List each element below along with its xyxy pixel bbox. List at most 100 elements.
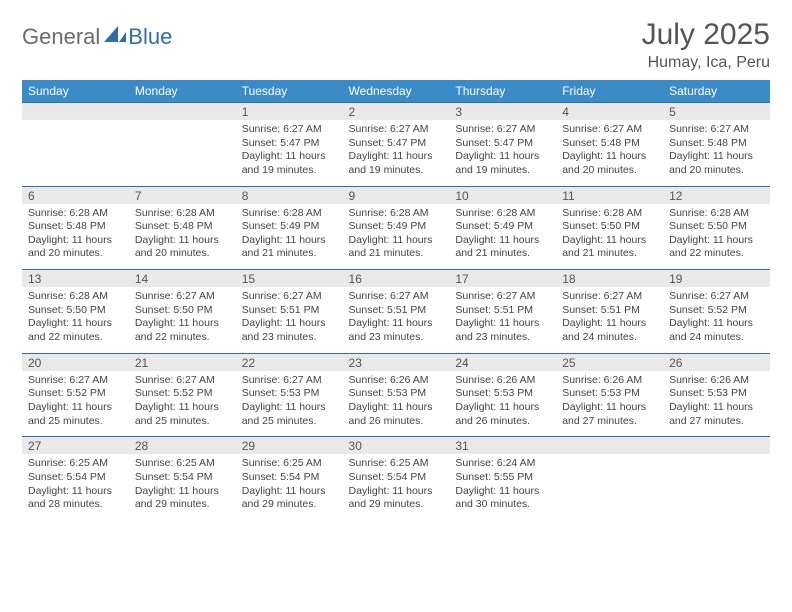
daylight-text: Daylight: 11 hours and 24 minutes. xyxy=(562,317,646,343)
dayname-tuesday: Tuesday xyxy=(236,80,343,103)
day-number: 27 xyxy=(22,437,129,455)
sunrise-text: Sunrise: 6:25 AM xyxy=(28,457,108,469)
sunrise-text: Sunrise: 6:27 AM xyxy=(669,290,749,302)
sunset-text: Sunset: 5:48 PM xyxy=(669,137,747,149)
week-num-row: 13141516171819 xyxy=(22,270,770,288)
sunset-text: Sunset: 5:53 PM xyxy=(669,387,747,399)
sunrise-text: Sunrise: 6:27 AM xyxy=(669,123,749,135)
daylight-text: Daylight: 11 hours and 19 minutes. xyxy=(242,150,326,176)
sunrise-text: Sunrise: 6:25 AM xyxy=(349,457,429,469)
daylight-text: Daylight: 11 hours and 22 minutes. xyxy=(669,234,753,260)
sunrise-text: Sunrise: 6:27 AM xyxy=(455,290,535,302)
day-number: 20 xyxy=(22,353,129,371)
sunset-text: Sunset: 5:47 PM xyxy=(349,137,427,149)
sunrise-text: Sunrise: 6:27 AM xyxy=(28,374,108,386)
daylight-text: Daylight: 11 hours and 24 minutes. xyxy=(669,317,753,343)
daylight-text: Daylight: 11 hours and 19 minutes. xyxy=(455,150,539,176)
day-number: 11 xyxy=(556,186,663,204)
sunset-text: Sunset: 5:49 PM xyxy=(242,220,320,232)
day-cell: Sunrise: 6:25 AM Sunset: 5:54 PM Daylight:… xyxy=(129,454,236,520)
sunrise-text: Sunrise: 6:27 AM xyxy=(562,123,642,135)
dayname-monday: Monday xyxy=(129,80,236,103)
sunrise-text: Sunrise: 6:28 AM xyxy=(242,207,322,219)
day-number: 29 xyxy=(236,437,343,455)
sunrise-text: Sunrise: 6:27 AM xyxy=(349,290,429,302)
daylight-text: Daylight: 11 hours and 27 minutes. xyxy=(669,401,753,427)
sunset-text: Sunset: 5:53 PM xyxy=(349,387,427,399)
day-cell: Sunrise: 6:26 AMSunset: 5:53 PM Daylight:… xyxy=(343,371,450,437)
sunrise-text: Sunrise: 6:27 AM xyxy=(349,123,429,135)
title-block: July 2025 Humay, Ica, Peru xyxy=(642,18,770,72)
dayname-wednesday: Wednesday xyxy=(343,80,450,103)
day-cell: Sunrise: 6:27 AMSunset: 5:52 PMDaylight:… xyxy=(22,371,129,437)
sunrise-text: Sunrise: 6:26 AM xyxy=(455,374,535,386)
logo-sail-icon xyxy=(104,24,126,50)
day-cell: Sunrise: 6:25 AM Sunset: 5:54 PM Daylight:… xyxy=(22,454,129,520)
daylight-text: Daylight: 11 hours and 28 minutes. xyxy=(28,485,112,511)
sunset-text: Sunset: 5:55 PM xyxy=(455,471,533,483)
daylight-text: Daylight: 11 hours and 29 minutes. xyxy=(242,485,326,511)
sunset-text: Sunset: 5:49 PM xyxy=(349,220,427,232)
sunrise-text: Sunrise: 6:27 AM xyxy=(455,123,535,135)
sunrise-text: Sunrise: 6:26 AM xyxy=(349,374,429,386)
day-number: 26 xyxy=(663,353,770,371)
week-body-row: Sunrise: 6:27 AMSunset: 5:52 PMDaylight:… xyxy=(22,371,770,437)
dayname-row: SundayMondayTuesdayWednesdayThursdayFrid… xyxy=(22,80,770,103)
day-number: 16 xyxy=(343,270,450,288)
day-cell: Sunrise: 6:27 AMSunset: 5:51 PMDaylight:… xyxy=(343,287,450,353)
sunrise-text: Sunrise: 6:25 AM xyxy=(135,457,215,469)
day-cell: Sunrise: 6:28 AMSunset: 5:50 PMDaylight:… xyxy=(22,287,129,353)
daylight-text: Daylight: 11 hours and 19 minutes. xyxy=(349,150,433,176)
daylight-text: Daylight: 11 hours and 21 minutes. xyxy=(349,234,433,260)
sunset-text: Sunset: 5:54 PM xyxy=(28,471,106,483)
day-number: 10 xyxy=(449,186,556,204)
page-title: July 2025 xyxy=(642,18,770,52)
day-number: 1 xyxy=(236,103,343,121)
day-cell: Sunrise: 6:26 AMSunset: 5:53 PMDaylight:… xyxy=(663,371,770,437)
day-cell: Sunrise: 6:27 AMSunset: 5:47 PMDaylight:… xyxy=(236,120,343,186)
location-subtitle: Humay, Ica, Peru xyxy=(642,54,770,72)
sunset-text: Sunset: 5:51 PM xyxy=(242,304,320,316)
sunrise-text: Sunrise: 6:28 AM xyxy=(562,207,642,219)
week-body-row: Sunrise: 6:25 AM Sunset: 5:54 PM Daylight:… xyxy=(22,454,770,520)
day-number: 14 xyxy=(129,270,236,288)
sunrise-text: Sunrise: 6:28 AM xyxy=(135,207,215,219)
day-cell: Sunrise: 6:28 AMSunset: 5:50 PMDaylight:… xyxy=(556,204,663,270)
sunset-text: Sunset: 5:53 PM xyxy=(242,387,320,399)
day-cell xyxy=(22,120,129,186)
sunrise-text: Sunrise: 6:27 AM xyxy=(135,290,215,302)
day-number: 17 xyxy=(449,270,556,288)
sunset-text: Sunset: 5:54 PM xyxy=(349,471,427,483)
day-number: 3 xyxy=(449,103,556,121)
dayname-friday: Friday xyxy=(556,80,663,103)
day-number: 24 xyxy=(449,353,556,371)
sunrise-text: Sunrise: 6:28 AM xyxy=(349,207,429,219)
daylight-text: Daylight: 11 hours and 25 minutes. xyxy=(28,401,112,427)
day-number: 2 xyxy=(343,103,450,121)
daylight-text: Daylight: 11 hours and 26 minutes. xyxy=(349,401,433,427)
day-cell: Sunrise: 6:27 AM Sunset: 5:47 PMDaylight:… xyxy=(343,120,450,186)
daylight-text: Daylight: 11 hours and 25 minutes. xyxy=(135,401,219,427)
logo-text-blue: Blue xyxy=(128,24,172,50)
daylight-text: Daylight: 11 hours and 23 minutes. xyxy=(455,317,539,343)
day-cell: Sunrise: 6:25 AMSunset: 5:54 PMDaylight:… xyxy=(343,454,450,520)
day-number: 21 xyxy=(129,353,236,371)
daylight-text: Daylight: 11 hours and 23 minutes. xyxy=(349,317,433,343)
day-number: 31 xyxy=(449,437,556,455)
day-number xyxy=(129,103,236,121)
day-number: 12 xyxy=(663,186,770,204)
sunset-text: Sunset: 5:49 PM xyxy=(455,220,533,232)
day-cell: Sunrise: 6:27 AMSunset: 5:51 PMDaylight:… xyxy=(236,287,343,353)
day-cell: Sunrise: 6:26 AMSunset: 5:53 PMDaylight:… xyxy=(449,371,556,437)
day-cell xyxy=(663,454,770,520)
daylight-text: Daylight: 11 hours and 22 minutes. xyxy=(28,317,112,343)
day-cell: Sunrise: 6:27 AMSunset: 5:52 PMDaylight:… xyxy=(663,287,770,353)
sunset-text: Sunset: 5:53 PM xyxy=(455,387,533,399)
daylight-text: Daylight: 11 hours and 30 minutes. xyxy=(455,485,539,511)
day-number: 22 xyxy=(236,353,343,371)
day-number xyxy=(22,103,129,121)
sunset-text: Sunset: 5:48 PM xyxy=(28,220,106,232)
day-number: 5 xyxy=(663,103,770,121)
sunset-text: Sunset: 5:54 PM xyxy=(135,471,213,483)
daylight-text: Daylight: 11 hours and 29 minutes. xyxy=(135,485,219,511)
